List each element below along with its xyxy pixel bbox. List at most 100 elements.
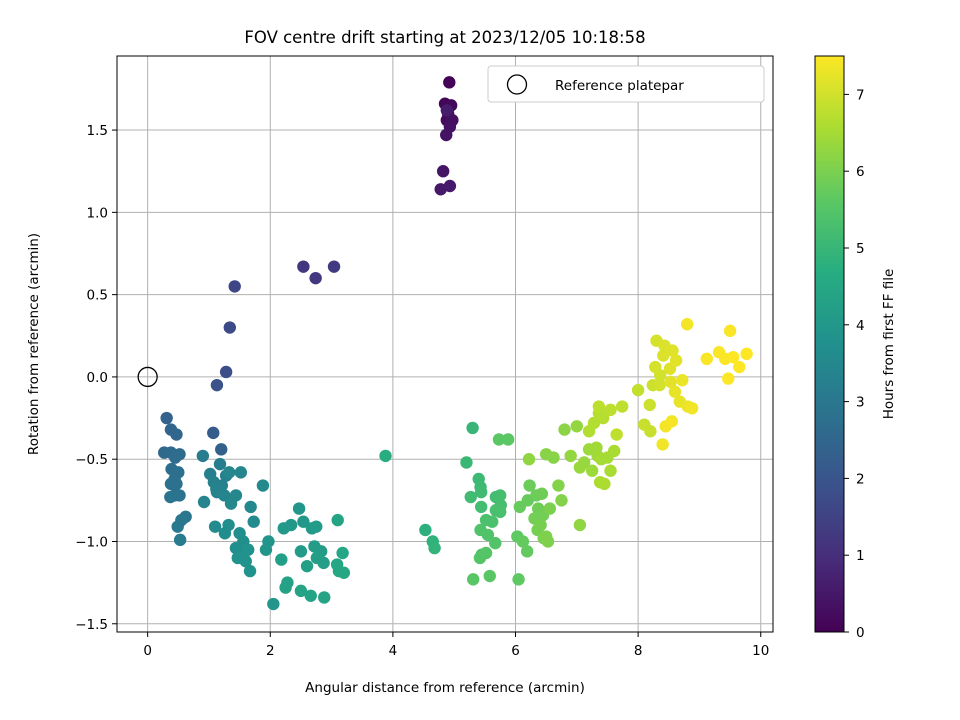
x-tick-label: 0	[143, 643, 152, 659]
y-axis-label: Rotation from reference (arcmin)	[26, 233, 42, 455]
data-points	[158, 76, 753, 611]
data-point	[443, 76, 456, 89]
data-point	[535, 487, 549, 500]
data-point	[317, 556, 330, 570]
data-point	[460, 456, 473, 469]
colorbar-gradient	[814, 55, 845, 633]
data-point	[428, 541, 441, 555]
data-point	[297, 260, 310, 273]
data-point	[292, 502, 306, 515]
data-point	[649, 360, 662, 374]
data-point	[664, 375, 677, 389]
reference-marker	[137, 366, 158, 388]
data-point	[222, 466, 236, 479]
legend-entry-reference-platepar: Reference platepar	[555, 78, 684, 94]
data-point	[164, 490, 177, 504]
data-point	[657, 349, 670, 362]
data-point	[440, 104, 454, 117]
data-point	[297, 515, 310, 528]
data-point	[665, 415, 679, 428]
x-tick-label: 10	[752, 643, 769, 659]
colorbar-tick-label: 0	[856, 625, 865, 641]
data-point	[543, 502, 557, 515]
y-tick-label: −0.5	[75, 452, 108, 468]
colorbar-tick-label: 2	[856, 471, 865, 487]
plot-frame	[116, 55, 774, 633]
data-point	[570, 420, 584, 433]
data-point	[197, 495, 211, 509]
data-point	[419, 523, 432, 537]
y-tick-label: 0.0	[87, 370, 108, 386]
legend: Reference platepar	[487, 65, 765, 103]
data-point	[275, 553, 288, 566]
x-axis-label: Angular distance from reference (arcmin)	[305, 680, 585, 696]
data-point	[309, 271, 322, 285]
data-point	[277, 522, 290, 535]
data-point	[443, 179, 457, 193]
data-point	[523, 479, 536, 492]
data-point	[547, 451, 560, 464]
data-point	[336, 546, 349, 560]
data-point	[489, 536, 502, 550]
data-point	[493, 489, 507, 502]
colorbar-tick-label: 5	[856, 241, 865, 257]
data-point	[587, 416, 601, 430]
data-point	[318, 591, 331, 604]
data-point	[304, 589, 317, 602]
data-point	[213, 457, 227, 471]
data-point	[598, 477, 611, 491]
data-point	[466, 421, 479, 435]
colorbar-tick-label: 3	[856, 395, 865, 411]
reference-platepar-marker	[137, 366, 158, 388]
data-point	[558, 423, 571, 436]
data-point	[577, 456, 591, 469]
data-point	[256, 479, 270, 492]
data-point	[228, 280, 241, 293]
data-point	[436, 165, 450, 178]
data-point	[740, 347, 753, 361]
data-point	[479, 513, 493, 527]
data-point	[555, 494, 568, 507]
data-point	[610, 428, 623, 441]
data-point	[337, 566, 351, 579]
data-point	[604, 403, 617, 417]
data-point	[481, 528, 495, 542]
colorbar-tick-label: 6	[856, 164, 865, 180]
data-point	[331, 513, 344, 527]
data-point	[294, 584, 308, 598]
data-point	[722, 372, 735, 385]
y-tick-label: 1.0	[87, 205, 108, 221]
data-point	[173, 489, 186, 502]
data-point	[160, 411, 173, 425]
data-point	[666, 344, 679, 357]
data-point	[300, 559, 314, 573]
legend-reference-marker-icon	[506, 74, 528, 95]
data-point	[653, 378, 666, 392]
data-point	[467, 573, 480, 586]
data-point	[669, 354, 683, 367]
y-tick-label: 0.5	[87, 288, 108, 304]
colorbar: 0 1 2 3 4 5 6 7 Hours from first FF file	[814, 55, 897, 641]
data-point	[474, 500, 488, 514]
data-point	[631, 383, 645, 397]
legend-box	[487, 65, 765, 103]
y-tick-label: 1.5	[87, 123, 108, 139]
grid-lines	[117, 56, 773, 632]
y-tick-label: −1.5	[75, 617, 108, 633]
chart-title: FOV centre drift starting at 2023/12/05 …	[244, 28, 645, 47]
data-point	[173, 533, 187, 547]
colorbar-tick-label: 1	[856, 548, 865, 564]
data-point	[564, 449, 577, 463]
data-point	[604, 464, 617, 477]
y-tick-label: −1.0	[75, 534, 108, 550]
data-point	[501, 433, 515, 446]
data-point	[700, 352, 713, 366]
data-point	[592, 400, 606, 413]
data-point	[733, 360, 746, 374]
data-point	[512, 573, 525, 586]
x-axis-ticks: 0 2 4 6 8 10	[143, 632, 769, 659]
data-point	[440, 128, 453, 142]
data-point	[218, 489, 231, 502]
data-point	[243, 564, 257, 578]
data-point	[596, 411, 610, 425]
